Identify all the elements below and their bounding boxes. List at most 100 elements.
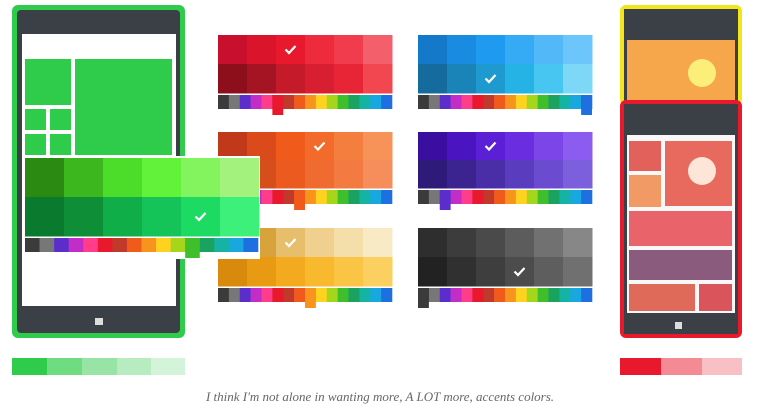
color-swatch xyxy=(476,160,506,189)
color-swatch xyxy=(505,160,535,189)
red-phone xyxy=(620,100,742,338)
strip-swatch xyxy=(472,288,484,302)
color-swatch xyxy=(447,132,477,161)
color-swatch xyxy=(447,257,477,287)
color-swatch xyxy=(142,197,182,237)
strip-swatch xyxy=(156,238,171,252)
color-swatch xyxy=(563,35,593,65)
strip-swatch xyxy=(359,190,371,204)
strip-swatch xyxy=(348,190,360,204)
strip-swatch xyxy=(326,95,338,109)
checkmark xyxy=(194,212,207,222)
strip-swatch xyxy=(472,190,484,204)
color-swatch xyxy=(363,257,393,287)
color-swatch xyxy=(334,160,364,189)
tile xyxy=(50,109,71,130)
strip-swatch xyxy=(25,238,40,252)
strip-swatch xyxy=(570,95,582,109)
color-swatch xyxy=(418,35,448,65)
strip-swatch xyxy=(326,190,338,204)
strip-swatch xyxy=(494,95,506,109)
strip-swatch xyxy=(243,238,259,252)
strip-swatch xyxy=(483,288,495,302)
color-swatch xyxy=(505,228,535,258)
strip-swatch xyxy=(526,288,538,302)
checkmark xyxy=(513,267,526,277)
strip-swatch xyxy=(272,288,284,302)
color-swatch xyxy=(276,64,306,94)
swatch xyxy=(661,358,702,375)
color-swatch xyxy=(64,158,104,198)
strip-swatch xyxy=(439,95,451,109)
strip-swatch xyxy=(450,190,462,204)
strip-swatch xyxy=(250,95,262,109)
checkmark xyxy=(284,45,297,55)
strip-swatch xyxy=(515,288,528,302)
color-swatch xyxy=(305,228,335,258)
strip-swatch xyxy=(250,288,262,302)
tile xyxy=(25,59,71,105)
color-swatch xyxy=(534,257,564,287)
color-swatch xyxy=(505,132,535,161)
strip-swatch xyxy=(418,190,430,204)
color-swatch xyxy=(447,228,477,258)
checkmark xyxy=(484,141,497,152)
nav-icon xyxy=(95,318,103,325)
color-swatch xyxy=(247,132,277,161)
strip-selected xyxy=(185,238,200,258)
strip-swatch xyxy=(461,95,473,109)
strip-swatch xyxy=(370,288,382,302)
phone-screen xyxy=(627,40,735,105)
strip-swatch xyxy=(428,95,441,109)
strip-swatch xyxy=(428,288,441,302)
swatch xyxy=(702,358,742,375)
color-swatch xyxy=(247,64,277,94)
strip-swatch xyxy=(272,190,284,204)
strip-swatch xyxy=(261,288,273,302)
strip-swatch xyxy=(348,95,360,109)
strip-swatch xyxy=(381,288,393,302)
color-swatch xyxy=(220,158,260,198)
strip-selected xyxy=(294,190,305,210)
swatch xyxy=(620,358,661,375)
tile xyxy=(629,211,732,246)
strip-swatch xyxy=(450,95,462,109)
color-swatch xyxy=(276,257,306,287)
strip-swatch xyxy=(537,190,549,204)
strip-selected xyxy=(305,288,316,308)
palettes xyxy=(218,35,593,308)
strip-swatch xyxy=(305,190,317,204)
color-swatch xyxy=(418,132,448,161)
color-swatch xyxy=(247,257,277,287)
strip-selected xyxy=(439,190,451,210)
strip-swatch xyxy=(537,95,549,109)
color-swatch xyxy=(25,197,65,237)
strip-selected xyxy=(418,288,429,308)
strip-swatch xyxy=(228,288,241,302)
color-swatch xyxy=(334,64,364,94)
color-swatch xyxy=(276,160,306,189)
strip-swatch xyxy=(537,288,549,302)
color-swatch xyxy=(418,257,448,287)
strip-swatch xyxy=(283,95,295,109)
strip-swatch xyxy=(483,95,495,109)
strip-swatch xyxy=(261,95,273,109)
color-swatch xyxy=(476,228,506,258)
color-swatch xyxy=(476,257,506,287)
color-swatch xyxy=(276,132,306,161)
color-swatch xyxy=(218,35,248,65)
strip-swatch xyxy=(283,190,295,204)
strip-swatch xyxy=(494,288,506,302)
strip-swatch xyxy=(559,288,571,302)
color-swatch xyxy=(563,228,593,258)
swatch xyxy=(117,358,151,375)
color-swatch xyxy=(25,158,65,198)
strip-swatch xyxy=(337,190,349,204)
strip-swatch xyxy=(461,288,473,302)
color-swatch xyxy=(534,64,564,94)
strip-selected xyxy=(581,95,592,115)
color-swatch xyxy=(363,228,393,258)
swatch xyxy=(12,358,47,375)
strip-swatch xyxy=(305,95,317,109)
